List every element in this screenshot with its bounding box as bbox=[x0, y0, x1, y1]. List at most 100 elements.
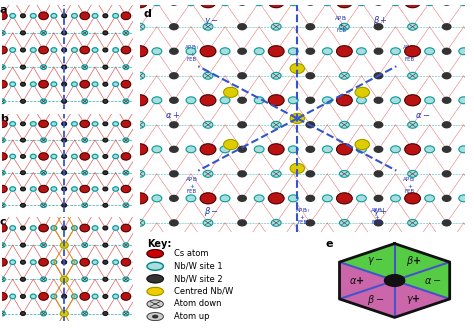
Circle shape bbox=[113, 294, 118, 299]
Circle shape bbox=[271, 170, 281, 177]
Circle shape bbox=[123, 65, 129, 69]
Circle shape bbox=[80, 293, 90, 300]
Circle shape bbox=[374, 97, 383, 103]
Text: d: d bbox=[143, 10, 151, 19]
Circle shape bbox=[21, 122, 25, 126]
Text: $\beta+$: $\beta+$ bbox=[373, 14, 388, 27]
Circle shape bbox=[442, 48, 451, 54]
Text: APB$_{II}$
+
FEB: APB$_{II}$ + FEB bbox=[295, 206, 310, 225]
Circle shape bbox=[147, 313, 164, 320]
Text: $\beta-$: $\beta-$ bbox=[367, 293, 384, 307]
Circle shape bbox=[121, 293, 131, 300]
Text: $\gamma+$: $\gamma+$ bbox=[373, 206, 387, 218]
Circle shape bbox=[238, 73, 246, 79]
Circle shape bbox=[290, 114, 304, 123]
Circle shape bbox=[123, 243, 129, 247]
Circle shape bbox=[288, 146, 298, 153]
Circle shape bbox=[152, 195, 162, 202]
Text: Atom down: Atom down bbox=[174, 299, 221, 309]
Text: $\gamma-$: $\gamma-$ bbox=[204, 16, 219, 27]
Circle shape bbox=[391, 0, 401, 6]
Circle shape bbox=[10, 154, 16, 159]
Circle shape bbox=[123, 311, 129, 316]
Circle shape bbox=[200, 46, 216, 57]
Circle shape bbox=[220, 48, 230, 55]
Circle shape bbox=[60, 276, 68, 282]
Circle shape bbox=[41, 65, 46, 69]
Circle shape bbox=[254, 0, 264, 6]
Circle shape bbox=[10, 226, 16, 230]
Circle shape bbox=[82, 99, 88, 104]
Circle shape bbox=[405, 95, 420, 106]
Circle shape bbox=[62, 82, 66, 86]
Circle shape bbox=[132, 144, 147, 155]
Circle shape bbox=[21, 139, 25, 142]
Circle shape bbox=[0, 138, 5, 142]
Circle shape bbox=[113, 154, 118, 159]
Circle shape bbox=[339, 23, 349, 30]
Circle shape bbox=[170, 73, 178, 79]
Circle shape bbox=[374, 122, 383, 128]
Circle shape bbox=[103, 155, 108, 158]
Circle shape bbox=[306, 195, 315, 201]
Circle shape bbox=[10, 122, 16, 126]
Circle shape bbox=[135, 72, 145, 79]
Circle shape bbox=[405, 193, 420, 204]
Circle shape bbox=[0, 105, 5, 110]
Circle shape bbox=[62, 139, 66, 142]
Circle shape bbox=[72, 260, 77, 265]
Circle shape bbox=[10, 294, 16, 299]
Text: a: a bbox=[0, 5, 7, 15]
Circle shape bbox=[473, 46, 474, 57]
Circle shape bbox=[203, 23, 213, 30]
Circle shape bbox=[186, 0, 196, 6]
Circle shape bbox=[21, 171, 25, 174]
Circle shape bbox=[41, 105, 46, 110]
Circle shape bbox=[288, 195, 298, 202]
Circle shape bbox=[92, 154, 98, 159]
Circle shape bbox=[41, 203, 46, 208]
Circle shape bbox=[62, 65, 66, 69]
Circle shape bbox=[442, 195, 451, 201]
Circle shape bbox=[123, 99, 129, 104]
Circle shape bbox=[288, 97, 298, 104]
Circle shape bbox=[268, 95, 284, 106]
Circle shape bbox=[306, 171, 315, 177]
Circle shape bbox=[30, 82, 36, 87]
Text: $\beta-$: $\beta-$ bbox=[204, 205, 219, 218]
Circle shape bbox=[103, 312, 108, 316]
Circle shape bbox=[123, 105, 129, 110]
Circle shape bbox=[153, 316, 158, 318]
Circle shape bbox=[41, 277, 46, 282]
Circle shape bbox=[290, 63, 304, 73]
Circle shape bbox=[442, 97, 451, 103]
Circle shape bbox=[425, 146, 435, 153]
Circle shape bbox=[374, 73, 383, 79]
Circle shape bbox=[62, 294, 66, 298]
Polygon shape bbox=[394, 262, 450, 299]
Circle shape bbox=[62, 277, 66, 281]
Circle shape bbox=[224, 139, 238, 150]
Circle shape bbox=[62, 209, 66, 213]
Text: APB$_I$
+
FEB: APB$_I$ + FEB bbox=[402, 43, 416, 62]
Circle shape bbox=[0, 120, 7, 127]
Circle shape bbox=[170, 24, 178, 30]
Text: Cs atom: Cs atom bbox=[174, 249, 209, 258]
Circle shape bbox=[21, 260, 25, 264]
Circle shape bbox=[238, 97, 246, 103]
Circle shape bbox=[10, 82, 16, 87]
Circle shape bbox=[72, 226, 77, 230]
Circle shape bbox=[80, 120, 90, 127]
Circle shape bbox=[113, 48, 118, 52]
Circle shape bbox=[442, 171, 451, 177]
Circle shape bbox=[82, 203, 88, 208]
Circle shape bbox=[133, 48, 139, 52]
Circle shape bbox=[103, 82, 108, 86]
Circle shape bbox=[103, 122, 108, 126]
Circle shape bbox=[135, 23, 145, 30]
Circle shape bbox=[30, 122, 36, 126]
Circle shape bbox=[442, 146, 451, 152]
Circle shape bbox=[374, 24, 383, 30]
Circle shape bbox=[113, 187, 118, 191]
Circle shape bbox=[224, 87, 238, 97]
